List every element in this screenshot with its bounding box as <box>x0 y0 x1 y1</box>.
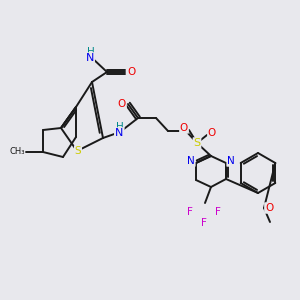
Text: O: O <box>180 123 188 133</box>
Text: O: O <box>127 67 135 77</box>
Text: H: H <box>87 47 95 57</box>
Text: F: F <box>201 218 207 228</box>
Text: O: O <box>208 128 216 138</box>
Text: F: F <box>187 207 193 217</box>
Text: O: O <box>265 203 273 213</box>
Text: CH₃: CH₃ <box>9 148 25 157</box>
Text: O: O <box>118 99 126 109</box>
Text: N: N <box>86 53 94 63</box>
Text: N: N <box>187 156 195 166</box>
Text: F: F <box>215 207 221 217</box>
Text: N: N <box>227 156 235 166</box>
Text: S: S <box>194 138 201 148</box>
Text: H: H <box>116 122 124 132</box>
Text: S: S <box>75 146 81 156</box>
Text: N: N <box>115 128 123 138</box>
